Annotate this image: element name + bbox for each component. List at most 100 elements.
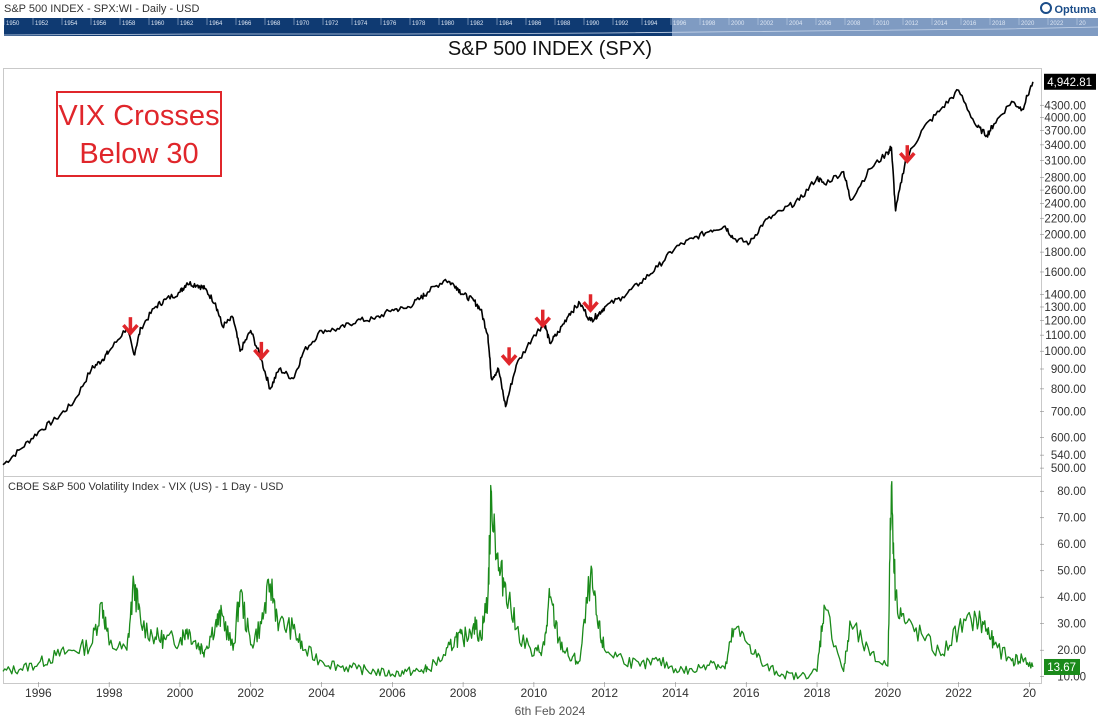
navigator-year-label: 1958 [122,21,136,27]
spx-axis-label: 2200.00 [1044,213,1086,225]
spx-axis-label: 2800.00 [1044,173,1086,185]
navigator-year-label: 1968 [267,21,281,27]
spx-axis-label: 4300.00 [1044,100,1086,112]
navigator-year-label: 1998 [702,21,716,27]
down-arrow-icon [253,341,270,361]
annotation-line-1: VIX Crosses [58,100,220,132]
vix-panel[interactable] [3,476,1042,684]
x-axis-label: 2006 [379,686,406,700]
spx-axis-label: 2000.00 [1044,229,1086,241]
spx-axis-label: 500.00 [1051,463,1086,475]
annotation-line-2: Below 30 [79,138,199,170]
navigator-year-label: 1990 [586,21,600,27]
vix-axis-label: 50.00 [1057,566,1086,578]
optuma-logo-icon [1040,2,1053,14]
navigator-year-label: 2016 [963,21,977,27]
x-axis-label: 2010 [521,686,548,700]
vix-axis-label: 40.00 [1057,592,1086,604]
navigator-sparkline [4,26,1098,36]
vix-axis-label: 70.00 [1057,513,1086,525]
navigator-year-label: 1966 [238,21,252,27]
spx-axis-label: 540.00 [1051,450,1086,462]
spx-axis-label: 1200.00 [1044,315,1086,327]
spx-axis-label: 1000.00 [1044,346,1086,358]
spx-axis-label: 2400.00 [1044,199,1086,211]
x-axis-label: 2004 [308,686,335,700]
navigator-year-label: 2020 [1021,21,1035,27]
annotation-callout: VIX Crosses Below 30 [56,91,222,177]
navigator-year-label: 1988 [557,21,571,27]
navigator-year-label: 1970 [296,21,310,27]
navigator-year-label: 1980 [441,21,455,27]
navigator-year-label: 2000 [731,21,745,27]
spx-axis-label: 800.00 [1051,384,1086,396]
spx-axis-label: 1100.00 [1045,330,1086,342]
navigator-year-label: 2012 [905,21,919,27]
brand-name: Optuma [1054,4,1096,16]
vix-panel-title: CBOE S&P 500 Volatility Index - VIX (US)… [8,481,284,493]
vix-axis-label: 60.00 [1057,539,1086,551]
chart-series-label: S&P 500 INDEX - SPX:WI - Daily - USD [4,3,200,15]
navigator-range-dark [4,18,672,36]
vix-axis-label: 20.00 [1057,645,1086,657]
navigator-year-label: 2022 [1050,21,1064,27]
x-axis-label: 2016 [733,686,760,700]
navigator-year-label: 2004 [789,21,803,27]
down-arrow-icon [898,145,916,164]
down-arrow-icon [582,294,599,313]
navigator-year-label: 1984 [499,21,513,27]
x-axis-label: 20 [1023,686,1037,700]
navigator-year-label: 2014 [934,21,948,27]
spx-axis-label: 1300.00 [1044,302,1086,314]
x-axis-label: 1998 [96,686,123,700]
navigator-year-label: 1962 [180,21,194,27]
navigator-year-label: 1964 [209,21,223,27]
navigator-year-label: 1982 [470,21,484,27]
navigator-year-label: 1956 [93,21,107,27]
x-axis-label: 2008 [450,686,477,700]
navigator-year-label: 20 [1079,21,1086,27]
spx-axis-label: 3400.00 [1044,140,1086,152]
x-axis-label: 2012 [591,686,618,700]
x-axis-label: 2002 [237,686,264,700]
vix-series-line [2,481,1034,681]
x-axis-label: 2022 [945,686,972,700]
chart-title: S&P 500 INDEX (SPX) [447,38,653,60]
spx-axis-label: 1600.00 [1044,267,1086,279]
spx-axis-label: 4000.00 [1044,112,1086,124]
x-axis-label: 1996 [25,686,52,700]
brand-logo: Optuma [1040,2,1096,16]
spx-series-line [2,81,1034,466]
spx-axis-label: 900.00 [1051,364,1086,376]
navigator-year-label: 1952 [35,21,49,27]
time-navigator[interactable]: 1950 1952 1954 1956 1958 1960 1962 1964 1966 1968… [4,18,1098,36]
navigator-year-label: 1994 [644,21,658,27]
x-axis-label: 2000 [167,686,194,700]
navigator-year-label: 2006 [818,21,832,27]
navigator-year-label: 1976 [383,21,397,27]
navigator-year-label: 2018 [992,21,1006,27]
down-arrow-icon [122,317,139,336]
navigator-year-label: 1950 [6,21,20,27]
navigator-year-label: 1954 [64,21,78,27]
vix-last-value-bg [1044,658,1080,675]
navigator-year-label: 1992 [615,21,629,27]
x-axis-label: 2020 [874,686,901,700]
navigator-year-label: 2002 [760,21,774,27]
spx-axis-label: 2600.00 [1044,185,1086,197]
spx-last-value-label: 4,942.81 [1047,77,1092,89]
navigator-year-label: 1996 [673,21,687,27]
spx-last-value-bg [1044,73,1096,90]
spx-axis-label: 600.00 [1051,432,1086,444]
spx-axis-label: 3100.00 [1044,155,1086,167]
spx-axis-label: 1800.00 [1044,247,1086,259]
spx-axis-label: 1400.00 [1044,289,1086,301]
down-arrow-icon [534,309,552,329]
navigator-year-label: 2008 [847,21,861,27]
navigator-year-label: 1986 [528,21,542,27]
navigator-year-label: 1972 [325,21,339,27]
vix-axis-label: 30.00 [1057,619,1086,631]
spx-axis-label: 700.00 [1051,406,1086,418]
navigator-year-label: 1978 [412,21,426,27]
